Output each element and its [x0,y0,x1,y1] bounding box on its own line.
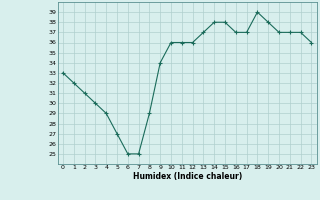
X-axis label: Humidex (Indice chaleur): Humidex (Indice chaleur) [132,172,242,181]
